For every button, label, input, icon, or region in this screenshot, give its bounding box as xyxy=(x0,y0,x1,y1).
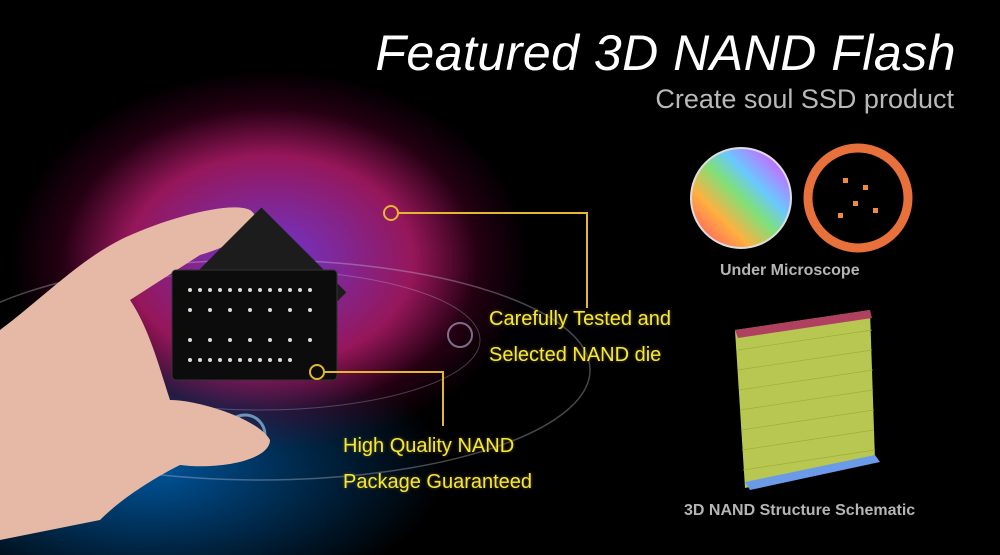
hand-image xyxy=(0,207,270,540)
defect-map-image xyxy=(803,143,913,253)
callout-text: High Quality NAND xyxy=(343,435,515,457)
wafer-image xyxy=(690,147,792,249)
callout-marker xyxy=(383,205,399,221)
callout-package: High Quality NAND Package Guaranteed xyxy=(343,428,532,500)
caption-microscope: Under Microscope xyxy=(720,262,860,279)
callout-line xyxy=(442,371,444,426)
callout-line xyxy=(325,371,443,373)
callout-line xyxy=(586,212,588,308)
callout-marker xyxy=(309,364,325,380)
caption-schematic: 3D NAND Structure Schematic xyxy=(684,502,916,519)
nand-chip-image xyxy=(171,207,347,381)
callout-line xyxy=(399,212,587,214)
callout-text: Selected NAND die xyxy=(489,344,662,366)
page-title: Featured 3D NAND Flash xyxy=(375,25,956,81)
nand-structure-image xyxy=(735,310,880,490)
page-subtitle: Create soul SSD product xyxy=(655,84,954,114)
callout-text: Carefully Tested and xyxy=(489,308,671,330)
callout-tested-die: Carefully Tested and Selected NAND die xyxy=(489,301,671,373)
callout-text: Package Guaranteed xyxy=(343,471,533,493)
